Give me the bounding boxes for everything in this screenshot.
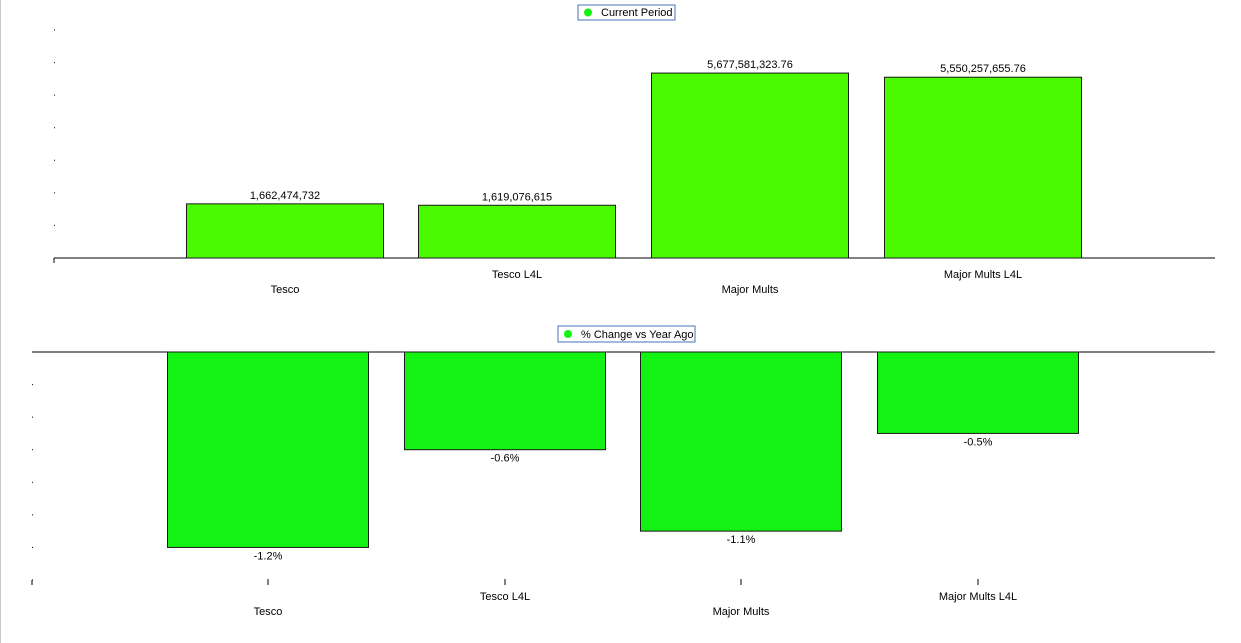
category-label: Major Mults [722,284,779,296]
page-left-border [0,0,1,643]
data-label: -1.2% [254,550,283,562]
data-label: 5,550,257,655.76 [940,63,1026,75]
y-axis-ticks [31,351,33,585]
bar[interactable] [186,203,384,259]
legend-label: Current Period [601,7,673,19]
category-label: Tesco L4L [492,269,542,281]
bar[interactable] [167,351,369,548]
bar[interactable] [418,204,616,259]
legend-box [577,4,676,21]
data-label: 1,619,076,615 [482,191,552,203]
data-label: -0.6% [491,453,520,465]
legend-swatch [564,330,572,338]
legend[interactable]: Current Period [577,4,676,21]
legend[interactable]: % Change vs Year Ago [557,325,696,343]
bar[interactable] [884,76,1082,259]
bar[interactable] [651,72,849,259]
legend-box [557,325,696,343]
bar[interactable] [877,351,1079,434]
category-label: Tesco [271,284,300,296]
data-label: 1,662,474,732 [250,190,320,202]
data-label: -0.5% [964,436,993,448]
category-label: Major Mults L4L [939,591,1017,603]
category-label: Tesco [254,606,283,618]
legend-label: % Change vs Year Ago [581,329,694,341]
category-label: Major Mults L4L [944,269,1022,281]
data-label: -1.1% [727,534,756,546]
legend-swatch [584,8,592,17]
current-period-chart: 1,662,474,732 Tesco 1,619,076,615 Tesco L4L… [53,4,1215,296]
bars: -1.2% Tesco -0.6% Tesco L4L -1.1% Major Mults… [167,351,1079,618]
bars: 1,662,474,732 Tesco 1,619,076,615 Tesco L4L… [186,59,1082,296]
category-label: Tesco L4L [480,591,530,603]
category-label: Major Mults [713,606,770,618]
bar[interactable] [640,351,842,532]
bar[interactable] [404,351,606,451]
y-axis-ticks [54,29,55,226]
data-label: 5,677,581,323.76 [707,59,793,71]
